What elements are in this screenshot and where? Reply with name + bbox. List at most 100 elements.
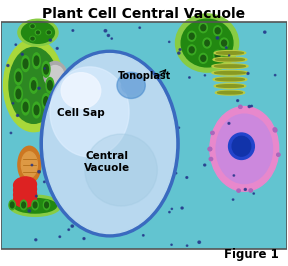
Ellipse shape — [232, 136, 251, 156]
Text: Central
Vacuole: Central Vacuole — [84, 151, 130, 173]
Ellipse shape — [203, 38, 211, 48]
Ellipse shape — [94, 80, 96, 82]
Ellipse shape — [88, 224, 90, 226]
Ellipse shape — [44, 61, 67, 88]
Ellipse shape — [9, 195, 61, 216]
Ellipse shape — [247, 72, 249, 74]
Ellipse shape — [123, 181, 125, 183]
Ellipse shape — [31, 37, 34, 40]
Ellipse shape — [251, 105, 252, 107]
Ellipse shape — [220, 38, 228, 48]
Ellipse shape — [32, 81, 36, 90]
Ellipse shape — [117, 72, 145, 98]
Ellipse shape — [42, 94, 50, 109]
Bar — [1, 22, 287, 250]
Text: Tonoplast: Tonoplast — [118, 71, 170, 81]
Ellipse shape — [71, 225, 73, 227]
Ellipse shape — [35, 239, 37, 241]
Ellipse shape — [171, 244, 172, 245]
Ellipse shape — [143, 235, 144, 236]
Ellipse shape — [199, 53, 207, 63]
Ellipse shape — [47, 31, 50, 34]
Ellipse shape — [103, 220, 105, 222]
Ellipse shape — [175, 14, 238, 72]
Ellipse shape — [56, 48, 58, 49]
Ellipse shape — [100, 84, 103, 86]
Ellipse shape — [229, 55, 230, 56]
Ellipse shape — [111, 185, 113, 188]
Ellipse shape — [16, 89, 21, 99]
Ellipse shape — [214, 26, 222, 36]
Ellipse shape — [273, 128, 276, 131]
Ellipse shape — [237, 100, 239, 102]
Ellipse shape — [50, 67, 129, 157]
Ellipse shape — [178, 127, 179, 128]
Ellipse shape — [14, 86, 22, 102]
Ellipse shape — [40, 50, 179, 237]
Ellipse shape — [154, 205, 157, 207]
Ellipse shape — [72, 30, 74, 31]
Ellipse shape — [107, 35, 109, 36]
Ellipse shape — [187, 31, 196, 41]
Ellipse shape — [209, 157, 213, 161]
Ellipse shape — [85, 134, 157, 206]
Ellipse shape — [214, 51, 246, 55]
Ellipse shape — [125, 219, 127, 221]
Ellipse shape — [213, 77, 247, 82]
Text: Figure 1: Figure 1 — [224, 248, 279, 261]
Ellipse shape — [33, 53, 40, 69]
Ellipse shape — [61, 73, 101, 109]
Ellipse shape — [18, 146, 41, 183]
Ellipse shape — [139, 27, 141, 28]
Ellipse shape — [204, 75, 206, 76]
Ellipse shape — [198, 241, 200, 243]
Ellipse shape — [22, 22, 54, 43]
Ellipse shape — [211, 131, 214, 135]
Ellipse shape — [14, 198, 56, 213]
Ellipse shape — [44, 65, 48, 74]
Ellipse shape — [179, 49, 181, 51]
Ellipse shape — [43, 200, 50, 210]
Ellipse shape — [199, 23, 207, 33]
Ellipse shape — [201, 25, 206, 31]
Ellipse shape — [9, 200, 15, 210]
Ellipse shape — [122, 76, 141, 94]
Ellipse shape — [33, 102, 40, 118]
Ellipse shape — [216, 58, 244, 61]
Ellipse shape — [142, 118, 144, 119]
Ellipse shape — [216, 78, 244, 81]
Ellipse shape — [264, 31, 266, 33]
Ellipse shape — [208, 148, 212, 151]
Ellipse shape — [186, 177, 188, 178]
Ellipse shape — [49, 39, 52, 41]
Ellipse shape — [46, 30, 51, 35]
Ellipse shape — [21, 152, 37, 178]
Ellipse shape — [37, 31, 39, 34]
Ellipse shape — [22, 56, 29, 72]
Ellipse shape — [217, 91, 242, 94]
Bar — [1, 22, 287, 250]
Ellipse shape — [32, 200, 38, 210]
Ellipse shape — [14, 186, 37, 202]
Ellipse shape — [16, 72, 21, 82]
Ellipse shape — [214, 50, 222, 60]
Ellipse shape — [189, 33, 194, 39]
Ellipse shape — [232, 199, 234, 200]
Ellipse shape — [181, 19, 233, 67]
Ellipse shape — [239, 105, 242, 109]
Ellipse shape — [38, 171, 40, 173]
Ellipse shape — [22, 99, 29, 115]
Ellipse shape — [189, 47, 194, 53]
Ellipse shape — [73, 155, 75, 157]
Ellipse shape — [74, 136, 76, 137]
Ellipse shape — [55, 178, 57, 180]
Ellipse shape — [46, 77, 54, 93]
Ellipse shape — [274, 129, 277, 132]
Ellipse shape — [30, 36, 35, 41]
Ellipse shape — [104, 30, 107, 32]
Ellipse shape — [213, 57, 247, 62]
Ellipse shape — [168, 41, 170, 43]
Ellipse shape — [277, 153, 280, 156]
Ellipse shape — [175, 173, 177, 174]
Text: Plant Cell Central Vacuole: Plant Cell Central Vacuole — [42, 7, 246, 21]
